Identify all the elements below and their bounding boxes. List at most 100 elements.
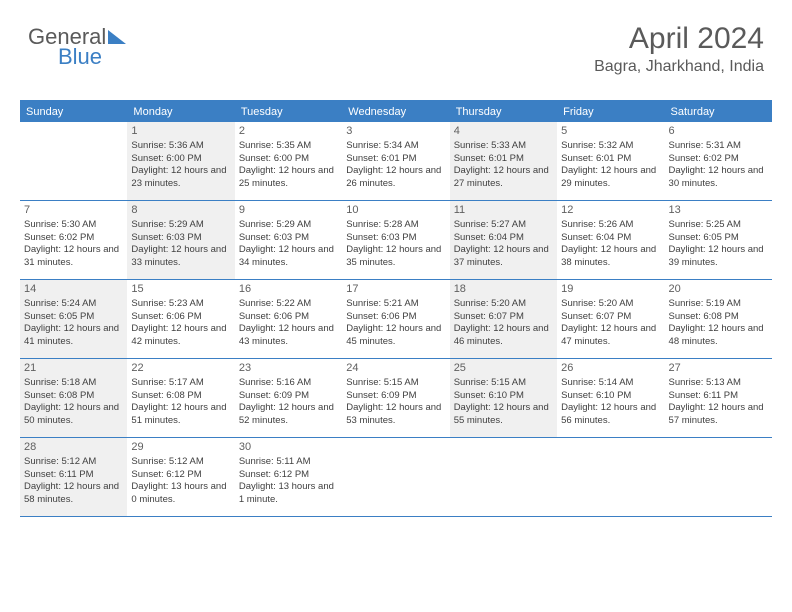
day-info-line: Sunrise: 5:18 AM: [24, 377, 123, 390]
day-info-line: Daylight: 12 hours and 35 minutes.: [346, 244, 445, 270]
day-info-line: Daylight: 13 hours and 0 minutes.: [131, 481, 230, 507]
day-info-line: Sunrise: 5:20 AM: [561, 298, 660, 311]
day-cell: 13Sunrise: 5:25 AMSunset: 6:05 PMDayligh…: [665, 201, 772, 279]
day-number: 7: [24, 203, 123, 218]
week-row: 28Sunrise: 5:12 AMSunset: 6:11 PMDayligh…: [20, 438, 772, 517]
day-number: 26: [561, 361, 660, 376]
day-info-line: Sunrise: 5:34 AM: [346, 140, 445, 153]
day-info-line: Sunset: 6:09 PM: [239, 390, 338, 403]
weekday-header-cell: Monday: [127, 102, 234, 122]
day-cell: 7Sunrise: 5:30 AMSunset: 6:02 PMDaylight…: [20, 201, 127, 279]
weekday-header-cell: Sunday: [20, 102, 127, 122]
day-info-line: Sunset: 6:11 PM: [669, 390, 768, 403]
day-number: 2: [239, 124, 338, 139]
day-info-line: Sunset: 6:01 PM: [454, 153, 553, 166]
weekday-header-cell: Saturday: [665, 102, 772, 122]
day-info-line: Sunrise: 5:33 AM: [454, 140, 553, 153]
day-info-line: Sunset: 6:08 PM: [24, 390, 123, 403]
day-number: 24: [346, 361, 445, 376]
day-cell: 5Sunrise: 5:32 AMSunset: 6:01 PMDaylight…: [557, 122, 664, 200]
day-info-line: Daylight: 12 hours and 57 minutes.: [669, 402, 768, 428]
week-row: 7Sunrise: 5:30 AMSunset: 6:02 PMDaylight…: [20, 201, 772, 280]
day-number: 20: [669, 282, 768, 297]
day-info-line: Sunset: 6:06 PM: [131, 311, 230, 324]
day-cell: 28Sunrise: 5:12 AMSunset: 6:11 PMDayligh…: [20, 438, 127, 516]
day-info-line: Sunset: 6:10 PM: [454, 390, 553, 403]
day-cell: 9Sunrise: 5:29 AMSunset: 6:03 PMDaylight…: [235, 201, 342, 279]
day-info-line: Daylight: 12 hours and 52 minutes.: [239, 402, 338, 428]
day-info-line: Daylight: 12 hours and 41 minutes.: [24, 323, 123, 349]
day-info-line: Sunrise: 5:15 AM: [454, 377, 553, 390]
day-cell: 12Sunrise: 5:26 AMSunset: 6:04 PMDayligh…: [557, 201, 664, 279]
logo-text-2: Blue: [58, 44, 102, 70]
week-row: 21Sunrise: 5:18 AMSunset: 6:08 PMDayligh…: [20, 359, 772, 438]
day-cell: [665, 438, 772, 516]
day-info-line: Sunset: 6:11 PM: [24, 469, 123, 482]
day-info-line: Daylight: 12 hours and 51 minutes.: [131, 402, 230, 428]
month-title: April 2024: [594, 22, 764, 56]
day-cell: 4Sunrise: 5:33 AMSunset: 6:01 PMDaylight…: [450, 122, 557, 200]
day-info-line: Sunset: 6:05 PM: [669, 232, 768, 245]
day-number: 3: [346, 124, 445, 139]
day-info-line: Sunset: 6:01 PM: [346, 153, 445, 166]
day-info-line: Daylight: 12 hours and 23 minutes.: [131, 165, 230, 191]
day-info-line: Sunrise: 5:29 AM: [131, 219, 230, 232]
day-info-line: Daylight: 12 hours and 42 minutes.: [131, 323, 230, 349]
day-number: 1: [131, 124, 230, 139]
day-info-line: Sunrise: 5:16 AM: [239, 377, 338, 390]
weekday-header-cell: Friday: [557, 102, 664, 122]
day-number: 23: [239, 361, 338, 376]
day-cell: 10Sunrise: 5:28 AMSunset: 6:03 PMDayligh…: [342, 201, 449, 279]
day-info-line: Daylight: 12 hours and 30 minutes.: [669, 165, 768, 191]
day-info-line: Daylight: 12 hours and 45 minutes.: [346, 323, 445, 349]
day-info-line: Daylight: 12 hours and 33 minutes.: [131, 244, 230, 270]
day-info-line: Sunrise: 5:24 AM: [24, 298, 123, 311]
day-number: 10: [346, 203, 445, 218]
day-info-line: Daylight: 12 hours and 27 minutes.: [454, 165, 553, 191]
day-info-line: Sunset: 6:04 PM: [561, 232, 660, 245]
day-cell: [450, 438, 557, 516]
day-info-line: Sunrise: 5:27 AM: [454, 219, 553, 232]
day-info-line: Sunrise: 5:36 AM: [131, 140, 230, 153]
day-info-line: Sunrise: 5:26 AM: [561, 219, 660, 232]
calendar-grid: SundayMondayTuesdayWednesdayThursdayFrid…: [20, 100, 772, 517]
day-cell: 21Sunrise: 5:18 AMSunset: 6:08 PMDayligh…: [20, 359, 127, 437]
day-info-line: Sunset: 6:05 PM: [24, 311, 123, 324]
day-info-line: Daylight: 12 hours and 38 minutes.: [561, 244, 660, 270]
day-number: 25: [454, 361, 553, 376]
day-info-line: Daylight: 12 hours and 29 minutes.: [561, 165, 660, 191]
day-cell: 2Sunrise: 5:35 AMSunset: 6:00 PMDaylight…: [235, 122, 342, 200]
day-cell: 23Sunrise: 5:16 AMSunset: 6:09 PMDayligh…: [235, 359, 342, 437]
day-info-line: Sunrise: 5:25 AM: [669, 219, 768, 232]
day-cell: 17Sunrise: 5:21 AMSunset: 6:06 PMDayligh…: [342, 280, 449, 358]
day-info-line: Daylight: 12 hours and 50 minutes.: [24, 402, 123, 428]
weekday-header-cell: Thursday: [450, 102, 557, 122]
day-cell: 16Sunrise: 5:22 AMSunset: 6:06 PMDayligh…: [235, 280, 342, 358]
day-info-line: Sunset: 6:07 PM: [561, 311, 660, 324]
day-cell: 30Sunrise: 5:11 AMSunset: 6:12 PMDayligh…: [235, 438, 342, 516]
day-info-line: Sunrise: 5:15 AM: [346, 377, 445, 390]
day-info-line: Daylight: 12 hours and 37 minutes.: [454, 244, 553, 270]
day-info-line: Sunset: 6:02 PM: [669, 153, 768, 166]
day-number: 17: [346, 282, 445, 297]
day-number: 8: [131, 203, 230, 218]
day-number: 22: [131, 361, 230, 376]
day-cell: 26Sunrise: 5:14 AMSunset: 6:10 PMDayligh…: [557, 359, 664, 437]
day-info-line: Daylight: 12 hours and 46 minutes.: [454, 323, 553, 349]
day-info-line: Sunset: 6:04 PM: [454, 232, 553, 245]
day-info-line: Sunrise: 5:13 AM: [669, 377, 768, 390]
day-cell: 29Sunrise: 5:12 AMSunset: 6:12 PMDayligh…: [127, 438, 234, 516]
location-text: Bagra, Jharkhand, India: [594, 58, 764, 76]
day-cell: 11Sunrise: 5:27 AMSunset: 6:04 PMDayligh…: [450, 201, 557, 279]
day-info-line: Sunrise: 5:31 AM: [669, 140, 768, 153]
day-info-line: Daylight: 12 hours and 43 minutes.: [239, 323, 338, 349]
day-cell: [20, 122, 127, 200]
day-number: 11: [454, 203, 553, 218]
day-info-line: Sunset: 6:02 PM: [24, 232, 123, 245]
day-info-line: Sunrise: 5:14 AM: [561, 377, 660, 390]
day-info-line: Sunrise: 5:17 AM: [131, 377, 230, 390]
week-row: 14Sunrise: 5:24 AMSunset: 6:05 PMDayligh…: [20, 280, 772, 359]
day-info-line: Daylight: 12 hours and 31 minutes.: [24, 244, 123, 270]
day-cell: 3Sunrise: 5:34 AMSunset: 6:01 PMDaylight…: [342, 122, 449, 200]
day-cell: 24Sunrise: 5:15 AMSunset: 6:09 PMDayligh…: [342, 359, 449, 437]
